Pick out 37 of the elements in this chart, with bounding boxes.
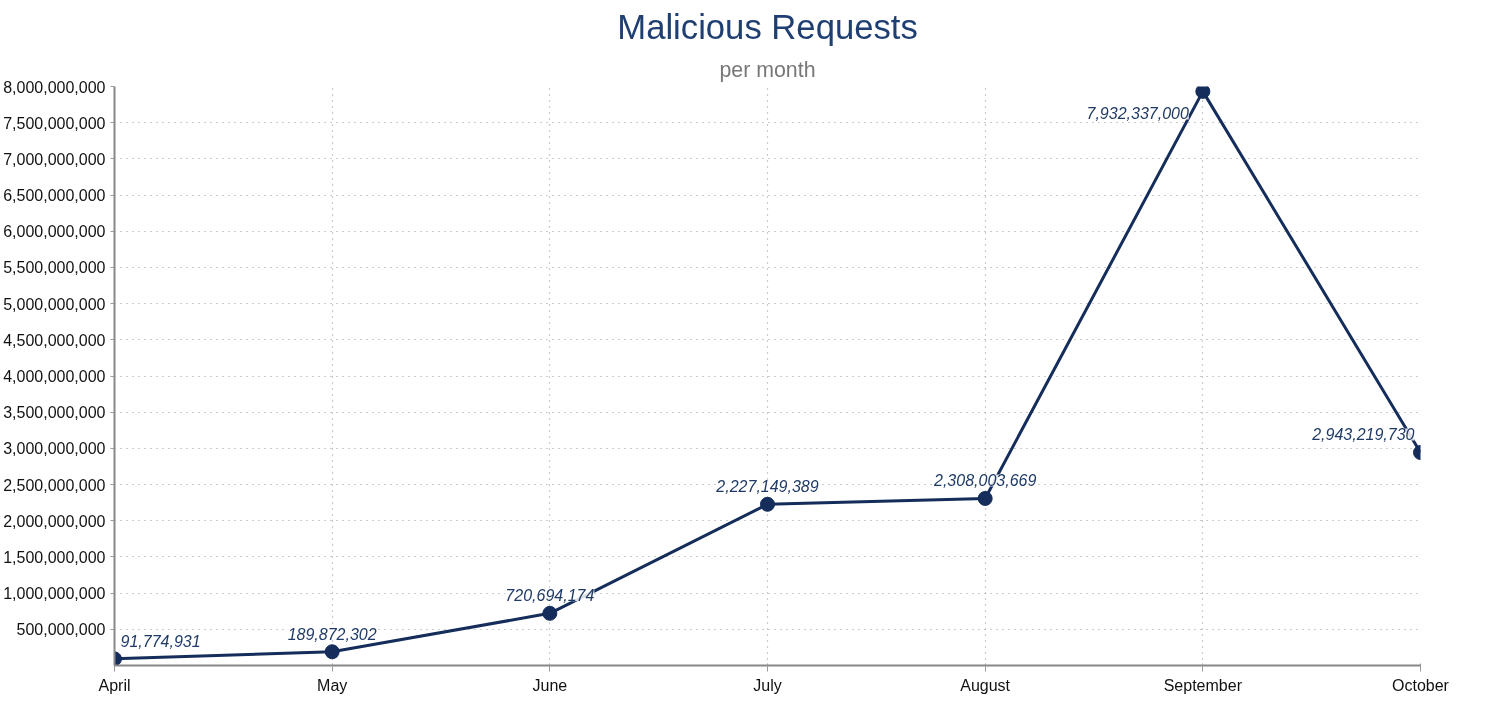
y-tick-label: 5,000,000,000	[3, 295, 106, 313]
x-tick-label: October	[1392, 676, 1450, 694]
y-tick-label: 8,000,000,000	[3, 78, 106, 96]
y-tick-label: 1,500,000,000	[3, 548, 106, 566]
y-tick-label: 2,500,000,000	[3, 476, 106, 494]
y-tick-label: 1,000,000,000	[3, 585, 106, 603]
chart-subtitle: per month	[719, 57, 816, 82]
y-tick-label: 5,500,000,000	[3, 259, 106, 277]
point	[542, 605, 558, 621]
y-tick-label: 500,000,000	[16, 621, 106, 639]
y-tick-label: 3,000,000,000	[3, 440, 106, 458]
data-label: 720,694,174	[505, 587, 595, 605]
chart-title: Malicious Requests	[617, 7, 918, 46]
x-tick-label: May	[317, 676, 348, 694]
x-tick-label: July	[753, 676, 782, 694]
data-label: 7,932,337,000	[1086, 105, 1189, 123]
y-tick-label: 6,500,000,000	[3, 187, 106, 205]
x-tick-label: April	[98, 676, 131, 694]
data-label: 2,308,003,669	[933, 472, 1037, 490]
point	[760, 496, 775, 512]
x-tick-label: September	[1163, 676, 1243, 694]
point	[324, 644, 340, 660]
data-label: 91,774,931	[120, 632, 201, 650]
y-tick-label: 2,000,000,000	[3, 512, 106, 530]
data-label: 2,943,219,730	[1311, 426, 1415, 444]
data-label: 189,872,302	[287, 625, 377, 643]
point	[1195, 86, 1211, 99]
y-tick-label: 7,500,000,000	[3, 114, 106, 132]
y-tick-label: 7,000,000,000	[3, 150, 106, 168]
x-tick-label: August	[960, 676, 1011, 694]
y-tick-label: 4,000,000,000	[3, 368, 106, 385]
y-tick-label: 6,000,000,000	[3, 223, 106, 241]
point	[977, 490, 993, 506]
data-label: 2,227,149,389	[715, 478, 819, 496]
y-tick-label: 4,500,000,000	[3, 331, 106, 349]
x-tick-label: June	[532, 676, 568, 694]
y-tick-label: 3,500,000,000	[3, 404, 106, 422]
